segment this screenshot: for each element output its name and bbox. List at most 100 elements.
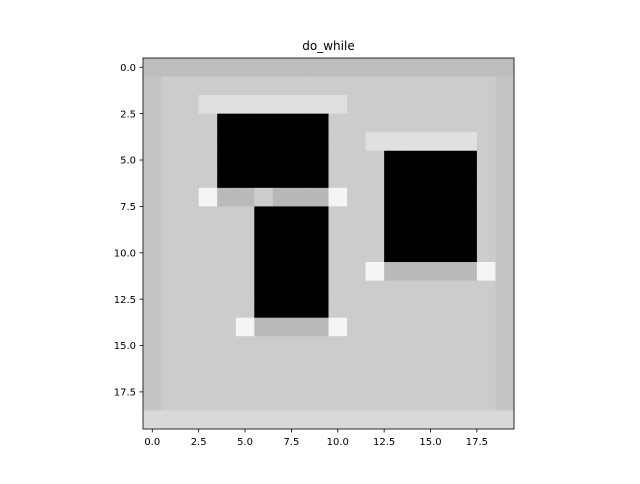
- heatmap-cell: [458, 243, 478, 263]
- heatmap-cell: [180, 206, 199, 226]
- x-tick-label: 17.5: [466, 437, 488, 448]
- heatmap-cell: [495, 391, 515, 411]
- heatmap-cell: [421, 95, 441, 114]
- heatmap-cell: [198, 243, 218, 263]
- y-tick-label: 12.5: [114, 295, 136, 306]
- heatmap-cell: [291, 224, 311, 244]
- heatmap-cell: [272, 95, 292, 114]
- heatmap-cell: [180, 58, 199, 77]
- heatmap-cell: [291, 243, 311, 263]
- heatmap-cell: [439, 336, 459, 356]
- heatmap-cell: [309, 243, 329, 263]
- heatmap-cell: [328, 336, 348, 356]
- heatmap-cell: [476, 95, 496, 114]
- heatmap-cell: [476, 224, 496, 244]
- heatmap-cell: [272, 132, 292, 152]
- heatmap-cell: [254, 336, 274, 356]
- heatmap-cell: [143, 280, 162, 300]
- heatmap-cell: [402, 317, 422, 337]
- heatmap-cell: [309, 169, 329, 189]
- heatmap-cell: [476, 206, 496, 226]
- heatmap-cell: [198, 132, 218, 152]
- heatmap-cell: [143, 132, 162, 152]
- heatmap-cell: [272, 58, 292, 77]
- heatmap-cell: [402, 169, 422, 189]
- heatmap-cell: [384, 336, 404, 356]
- heatmap-cell: [272, 373, 292, 393]
- heatmap-cell: [328, 391, 348, 411]
- heatmap-cell: [402, 206, 422, 226]
- heatmap-cell: [384, 317, 404, 337]
- heatmap-cell: [272, 169, 292, 189]
- heatmap-cell: [328, 354, 348, 374]
- x-tick-label: 15.0: [419, 437, 441, 448]
- heatmap-cell: [217, 169, 237, 189]
- heatmap-cell: [291, 150, 311, 170]
- heatmap-cell: [254, 187, 274, 207]
- heatmap-cell: [291, 132, 311, 152]
- heatmap-cell: [384, 169, 404, 189]
- heatmap-cell: [235, 224, 255, 244]
- heatmap-cell: [143, 187, 162, 207]
- heatmap-cell: [198, 150, 218, 170]
- heatmap-cell: [495, 354, 515, 374]
- heatmap-cell: [161, 391, 181, 411]
- y-tick-label: 17.5: [114, 388, 136, 399]
- heatmap-cell: [235, 187, 255, 207]
- heatmap-cell: [458, 206, 478, 226]
- heatmap-cell: [217, 299, 237, 319]
- heatmap-cell: [347, 58, 366, 77]
- axes: 0.0 2.5 5.0 7.5 10.0 12.5 15.0 17.5 0.0 2.5 5.0 7.5…: [114, 57, 515, 448]
- heatmap-cell: [439, 391, 459, 411]
- heatmap-cell: [161, 373, 181, 393]
- heatmap-cell: [254, 150, 274, 170]
- heatmap-cell: [180, 150, 199, 170]
- heatmap-cell: [495, 113, 515, 133]
- heatmap-cell: [272, 113, 292, 133]
- heatmap-cell: [439, 262, 459, 281]
- heatmap-cell: [421, 317, 441, 337]
- heatmap-cell: [439, 243, 459, 263]
- heatmap-cell: [439, 169, 459, 189]
- heatmap-cell: [198, 373, 218, 393]
- heatmap-cell: [309, 280, 329, 300]
- heatmap-cell: [439, 113, 459, 133]
- heatmap-cell: [161, 299, 181, 319]
- heatmap-cell: [402, 391, 422, 411]
- heatmap-cell: [439, 132, 459, 152]
- heatmap-cell: [161, 58, 181, 77]
- heatmap-cell: [161, 354, 181, 374]
- heatmap-cell: [347, 224, 366, 244]
- heatmap-cell: [272, 76, 292, 96]
- heatmap-cell: [439, 410, 459, 430]
- heatmap-cell: [198, 58, 218, 77]
- heatmap-cell: [254, 113, 274, 133]
- heatmap-cell: [180, 410, 199, 430]
- heatmap-cell: [347, 76, 366, 96]
- heatmap-cell: [421, 262, 441, 281]
- heatmap-cell: [439, 187, 459, 207]
- heatmap-cell: [180, 391, 199, 411]
- heatmap-cell: [328, 262, 348, 281]
- heatmap-cell: [384, 150, 404, 170]
- heatmap-cell: [495, 132, 515, 152]
- heatmap-cell: [309, 76, 329, 96]
- heatmap-cell: [421, 354, 441, 374]
- y-tick-label: 0.0: [120, 63, 136, 74]
- heatmap-cell: [254, 410, 274, 430]
- heatmap-cell: [291, 206, 311, 226]
- heatmap-cell: [217, 410, 237, 430]
- heatmap-cell: [254, 169, 274, 189]
- heatmap-cell: [365, 391, 385, 411]
- heatmap-cell: [217, 336, 237, 356]
- heatmap-cell: [254, 262, 274, 281]
- heatmap-cell: [365, 336, 385, 356]
- heatmap-cell: [347, 410, 366, 430]
- heatmap-cell: [495, 299, 515, 319]
- heatmap-cell: [347, 113, 366, 133]
- heatmap-cell: [180, 280, 199, 300]
- heatmap-cell: [384, 206, 404, 226]
- heatmap-cell: [254, 206, 274, 226]
- heatmap-cell: [402, 58, 422, 77]
- heatmap-cell: [143, 76, 162, 96]
